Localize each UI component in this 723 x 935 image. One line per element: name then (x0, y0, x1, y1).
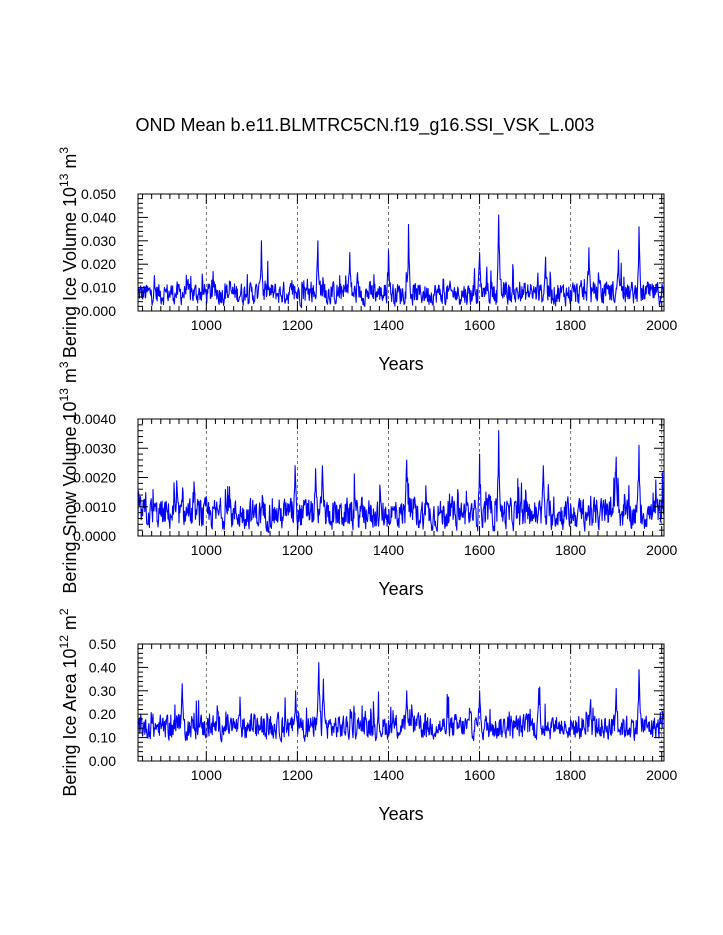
chart-panel-2: 1000 1200 1400 1600 1800 2000 0.0000 0.0010 0.00… (57, 361, 678, 599)
x-tick-label: 1600 (464, 542, 495, 558)
x-axis-label: Years (378, 579, 423, 599)
x-tick-label: 1800 (555, 542, 586, 558)
x-tick-label: 1200 (282, 542, 313, 558)
x-tick-label: 2000 (646, 767, 677, 783)
y-tick-label: 0.10 (89, 730, 116, 746)
x-tick-label: 1000 (191, 767, 222, 783)
y-axis-label-unit-exponent: 3 (57, 361, 71, 368)
y-axis-label-unit-exponent: 2 (57, 608, 71, 615)
x-tick-label: 2000 (646, 542, 677, 558)
plot-frame (137, 643, 665, 762)
x-tick-label: 2000 (646, 317, 677, 333)
y-axis-label-exponent: 13 (57, 388, 71, 402)
y-axis-label-unit: m (60, 154, 80, 169)
y-tick-label: 0.0000 (73, 528, 116, 544)
chart-panels: 1000 1200 1400 1600 1800 2000 0.000 0.010 0.020 0… (57, 147, 678, 824)
y-axis-label-unit: m (60, 368, 80, 383)
y-tick-label: 0.0020 (73, 470, 116, 486)
y-tick-label: 0.20 (89, 706, 116, 722)
x-tick-label: 1000 (191, 542, 222, 558)
y-axis-label-unit: m (60, 615, 80, 630)
x-tick-label: 1800 (555, 317, 586, 333)
y-tick-label: 0.000 (81, 303, 116, 319)
y-tick-label: 0.040 (81, 209, 116, 225)
y-axis-label: Bering Snow Volume 1013 m3 (57, 361, 80, 593)
x-tick-label: 1400 (373, 317, 404, 333)
chart-panel-1: 1000 1200 1400 1600 1800 2000 0.000 0.010 0.020 0… (57, 147, 678, 374)
y-tick-label: 0.40 (89, 659, 116, 675)
series-line (137, 662, 665, 743)
x-axis-label: Years (378, 804, 423, 824)
y-tick-label: 0.30 (89, 683, 116, 699)
y-tick-label: 0.0010 (73, 499, 116, 515)
x-tick-label: 1400 (373, 542, 404, 558)
series-line (137, 214, 665, 309)
x-tick-label: 1400 (373, 767, 404, 783)
x-axis-label: Years (378, 354, 423, 374)
y-axis-label-exponent: 13 (57, 173, 71, 187)
y-axis-label: Bering Ice Area 1012 m2 (57, 608, 80, 796)
y-tick-label: 0.00 (89, 753, 116, 769)
y-tick-label: 0.020 (81, 256, 116, 272)
y-axis-label-unit-exponent: 3 (57, 147, 71, 154)
plot-frame (137, 193, 665, 312)
y-tick-label: 0.0040 (73, 411, 116, 427)
series-line (137, 430, 665, 533)
figure-title: OND Mean b.e11.BLMTRC5CN.f19_g16.SSI_VSK… (136, 115, 595, 136)
y-tick-label: 0.50 (89, 636, 116, 652)
x-tick-label: 1600 (464, 767, 495, 783)
y-axis-label-text: Bering Ice Volume 10 (60, 187, 80, 358)
x-tick-label: 1200 (282, 767, 313, 783)
x-tick-label: 1000 (191, 317, 222, 333)
y-axis-label: Bering Ice Volume 1013 m3 (57, 147, 80, 358)
x-tick-label: 1200 (282, 317, 313, 333)
y-axis-label-exponent: 12 (57, 635, 71, 649)
x-tick-label: 1600 (464, 317, 495, 333)
y-axis-label-text: Bering Ice Area 10 (60, 648, 80, 796)
y-tick-label: 0.030 (81, 233, 116, 249)
chart-panel-3: 1000 1200 1400 1600 1800 2000 0.00 0.10 0.20 0.30… (57, 608, 678, 824)
x-tick-label: 1800 (555, 767, 586, 783)
y-tick-label: 0.010 (81, 280, 116, 296)
y-tick-label: 0.0030 (73, 440, 116, 456)
y-axis-label-text: Bering Snow Volume 10 (60, 401, 80, 593)
y-tick-label: 0.050 (81, 186, 116, 202)
